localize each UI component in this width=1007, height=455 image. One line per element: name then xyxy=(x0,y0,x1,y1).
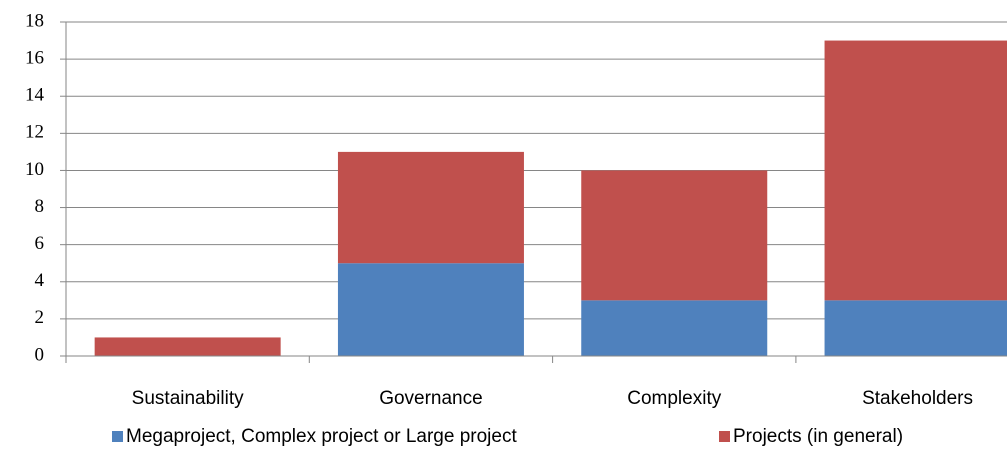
y-tick-label: 14 xyxy=(25,85,45,106)
bar-segment xyxy=(581,170,768,301)
bar-segment xyxy=(824,300,1007,356)
bar-segment xyxy=(337,151,524,264)
bar-segment xyxy=(94,337,281,356)
y-tick-label: 18 xyxy=(25,10,44,31)
legend-label: Megaproject, Complex project or Large pr… xyxy=(126,426,517,447)
y-tick-label: 0 xyxy=(35,344,45,365)
y-tick-label: 6 xyxy=(35,233,45,254)
y-tick-label: 10 xyxy=(25,159,44,180)
y-tick-label: 2 xyxy=(35,307,45,328)
bar-segment xyxy=(337,263,524,356)
y-tick-label: 8 xyxy=(35,196,45,217)
legend-label: Projects (in general) xyxy=(733,426,903,447)
legend-swatch xyxy=(719,431,730,442)
y-tick-label: 12 xyxy=(25,122,44,143)
y-tick-label: 16 xyxy=(25,47,44,68)
x-tick-label: Sustainability xyxy=(132,388,244,409)
bar-segment xyxy=(824,40,1007,301)
x-tick-label: Governance xyxy=(379,388,483,409)
x-tick-label: Stakeholders xyxy=(862,388,973,409)
x-tick-label: Complexity xyxy=(627,388,721,409)
y-tick-label: 4 xyxy=(35,270,45,291)
bar-segment xyxy=(581,300,768,356)
legend-swatch xyxy=(112,431,123,442)
